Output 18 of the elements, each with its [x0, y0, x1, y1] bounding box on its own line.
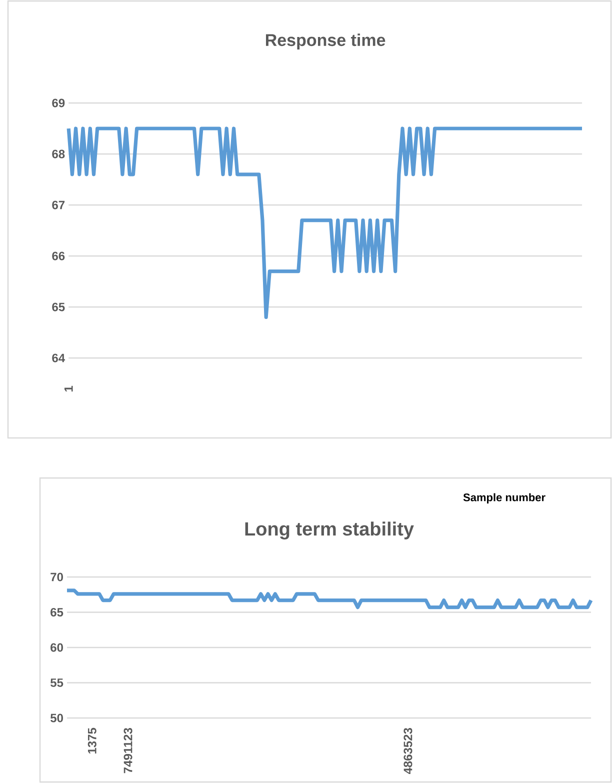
y-tick-label: 50 [50, 714, 63, 722]
y-tick-label: 55 [50, 678, 64, 687]
y-tick-label: 67 [52, 200, 65, 210]
y-tick-label: 66 [52, 252, 65, 260]
text: Sample number [463, 493, 546, 504]
x-tick-label: 7491123 [124, 728, 132, 774]
y-tick-label: 70 [50, 572, 63, 582]
y-tick-label: 60 [50, 643, 63, 652]
y-tick-label: 68 [52, 150, 65, 158]
y-tick-label: 69 [52, 98, 65, 108]
y-tick-label: 65 [52, 302, 65, 312]
y-tick-label: 64 [52, 354, 65, 362]
y-tick-label: 65 [50, 608, 64, 616]
chart-title: Response time [266, 34, 386, 50]
x-tick-label: 1 [64, 386, 73, 392]
x-tick-label: 4863523 [404, 728, 412, 774]
chart-title: Long term stability [245, 522, 414, 540]
x-tick-label: 1375 [88, 728, 96, 754]
